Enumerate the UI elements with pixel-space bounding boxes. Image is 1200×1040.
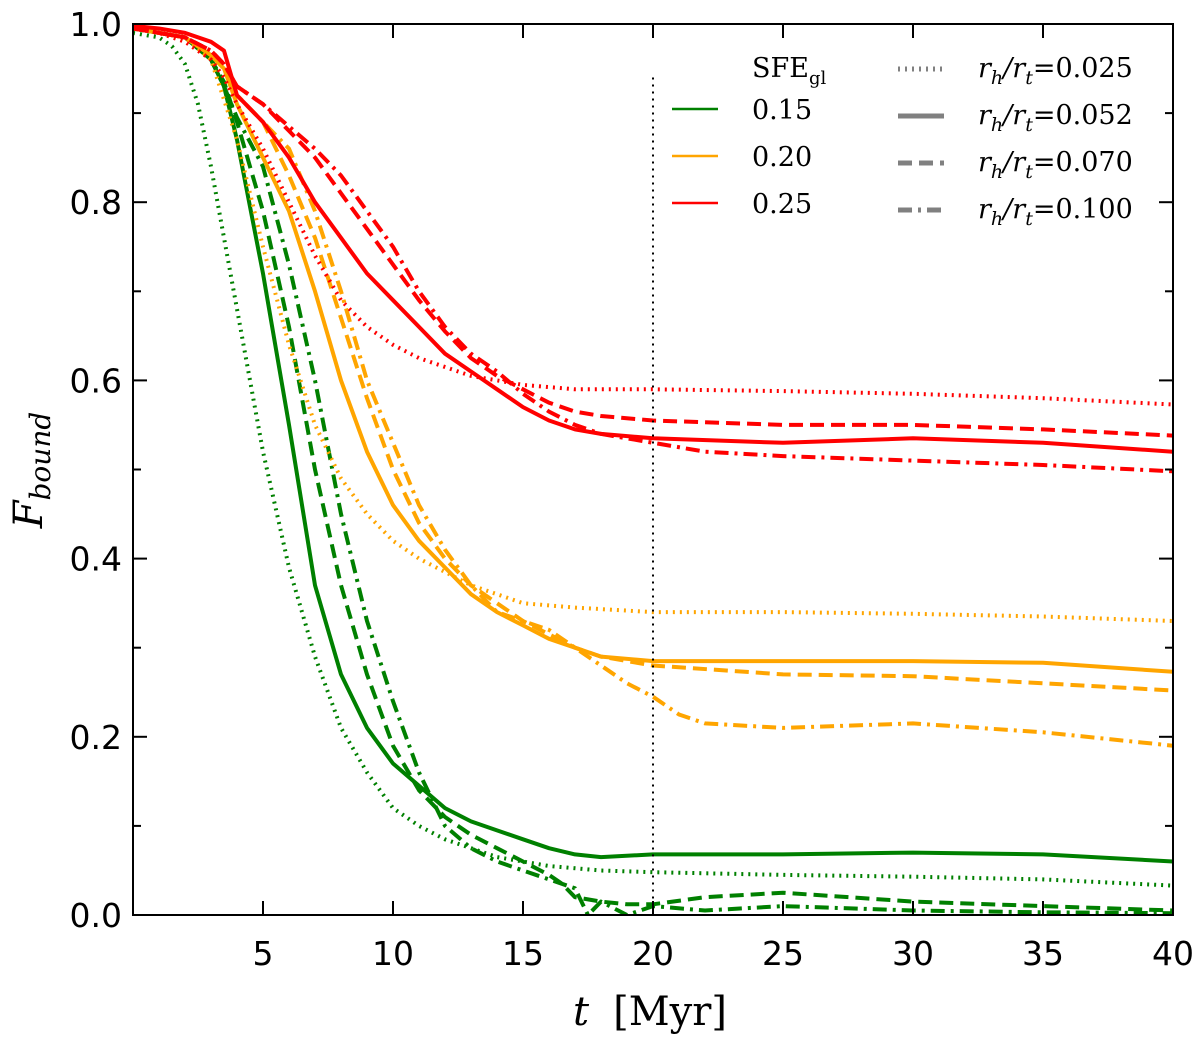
y-tick-label: 0.8	[70, 183, 122, 222]
legend-rh-label: rh/rt=0.100	[978, 194, 1133, 230]
x-tick-label: 10	[372, 934, 414, 973]
series-line-8	[133, 26, 1173, 407]
series-line-7	[133, 26, 1173, 748]
series-line-11	[133, 26, 1173, 474]
y-tick-label: 1.0	[70, 5, 122, 44]
legend-sfe-label: 0.20	[752, 142, 812, 173]
x-tick-label: 15	[502, 934, 544, 973]
series-line-3	[133, 26, 1173, 915]
y-tick-label: 0.2	[70, 718, 122, 757]
y-tick-label: 0.0	[70, 896, 122, 935]
legend-sfe-entries: 0.15 0.20 0.25	[672, 95, 812, 220]
x-tick-label: 35	[1022, 934, 1064, 973]
x-tick-label: 5	[253, 934, 274, 973]
series-line-5	[133, 26, 1173, 674]
legend-sfe-label: 0.15	[752, 95, 812, 126]
series-line-2	[133, 26, 1173, 913]
y-axis-label: Fbound	[6, 412, 57, 530]
legend-sfe-title: SFEgl	[752, 53, 826, 89]
legend-sfe-label: 0.25	[752, 189, 812, 220]
x-tick-label: 30	[892, 934, 934, 973]
legend-rh-entries: rh/rt=0.025 rh/rt=0.052 rh/rt=0.070 rh/rt=0…	[898, 53, 1133, 230]
x-tick-label: 40	[1152, 934, 1194, 973]
series-line-9	[133, 24, 1173, 454]
legend-rh: rh/rt=0.025 rh/rt=0.052 rh/rt=0.070 rh/rt=0…	[898, 53, 1133, 230]
legend-sfe: SFEgl 0.15 0.20 0.25	[672, 53, 826, 220]
x-tick-label: 25	[762, 934, 804, 973]
plot-frame	[132, 23, 1174, 916]
legend-rh-label: rh/rt=0.070	[978, 147, 1133, 183]
legend-rh-label: rh/rt=0.052	[978, 100, 1133, 136]
series-line-4	[133, 26, 1173, 623]
series-line-0	[133, 30, 1173, 888]
legend-rh-label: rh/rt=0.025	[978, 53, 1133, 89]
x-axis-label: t [Myr]	[573, 989, 727, 1035]
y-tick-label: 0.6	[70, 361, 122, 400]
tick-labels: 5 10 15 20 25 30 35 40 0.0 0.2 0.4 0.6 0.8 1.0	[70, 5, 1194, 973]
x-tick-label: 20	[632, 934, 674, 973]
y-tick-label: 0.4	[70, 540, 122, 579]
